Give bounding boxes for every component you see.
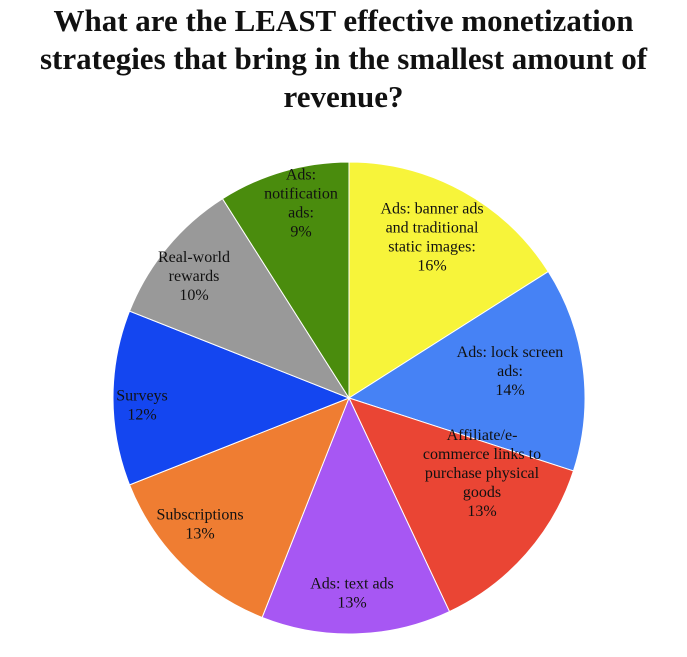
chart-title-line-3: revenue? [283,79,404,114]
slice-label-line: rewards [169,268,220,285]
slice-label-line: 13% [467,503,496,520]
slice-label: Ads: text ads 13% [310,576,394,612]
slice-label-line: 9% [290,224,311,241]
slice-label: Ads: notification ads: 9% [264,167,338,241]
slice-label-line: ads: [497,363,523,380]
slice-label-line: Ads: lock screen [457,344,564,361]
slice-label-line: ads: [288,205,314,222]
slice-label-line: 16% [417,258,446,275]
pie-slice [112,310,351,486]
slice-label-line: 10% [179,287,208,304]
pie-slice [348,161,549,399]
slice-label-line: 12% [127,407,156,424]
slice-label-line: and traditional [386,220,479,237]
slice-label-line: Surveys [116,388,168,405]
chart-title-line-1: What are the LEAST effective monetizatio… [53,3,634,38]
slice-label: Ads: lock screen ads: 14% [457,344,564,399]
slice-label: Ads: banner ads and traditional static ima… [380,201,483,275]
slice-label-line: static images: [388,239,476,256]
pie-slice [348,397,575,613]
slice-label-line: Affiliate/e- [447,427,518,444]
pie-slice [261,396,451,635]
slice-label: Subscriptions 13% [156,507,243,543]
slice-label-line: 13% [337,595,366,612]
pie-slice [128,397,350,619]
slice-label-line: notification [264,186,338,203]
slice-label: Real-world rewards 10% [158,249,230,304]
pie-slice [221,161,350,400]
slice-label-line: Subscriptions [156,507,243,524]
slice-label-line: Ads: [286,167,316,184]
slice-label-line: purchase physical [425,465,540,482]
slice-label-line: Real-world [158,249,230,266]
pie-slice [347,270,586,472]
slice-label-line: goods [463,484,501,501]
slice-label: Affiliate/e-commerce links to purchase ph… [423,427,541,520]
chart-title: What are the LEAST effective monetizatio… [0,2,687,116]
slice-label-line: Ads: text ads [310,576,394,593]
slice-label-line: 13% [185,526,214,543]
pie-slice [128,198,351,400]
slice-label-line: Ads: banner ads [380,201,483,218]
slice-label-line: 14% [495,382,524,399]
slice-label-line: commerce links to [423,446,541,463]
slice-label: Surveys 12% [116,388,168,424]
chart-title-line-2: strategies that bring in the smallest am… [39,41,648,76]
